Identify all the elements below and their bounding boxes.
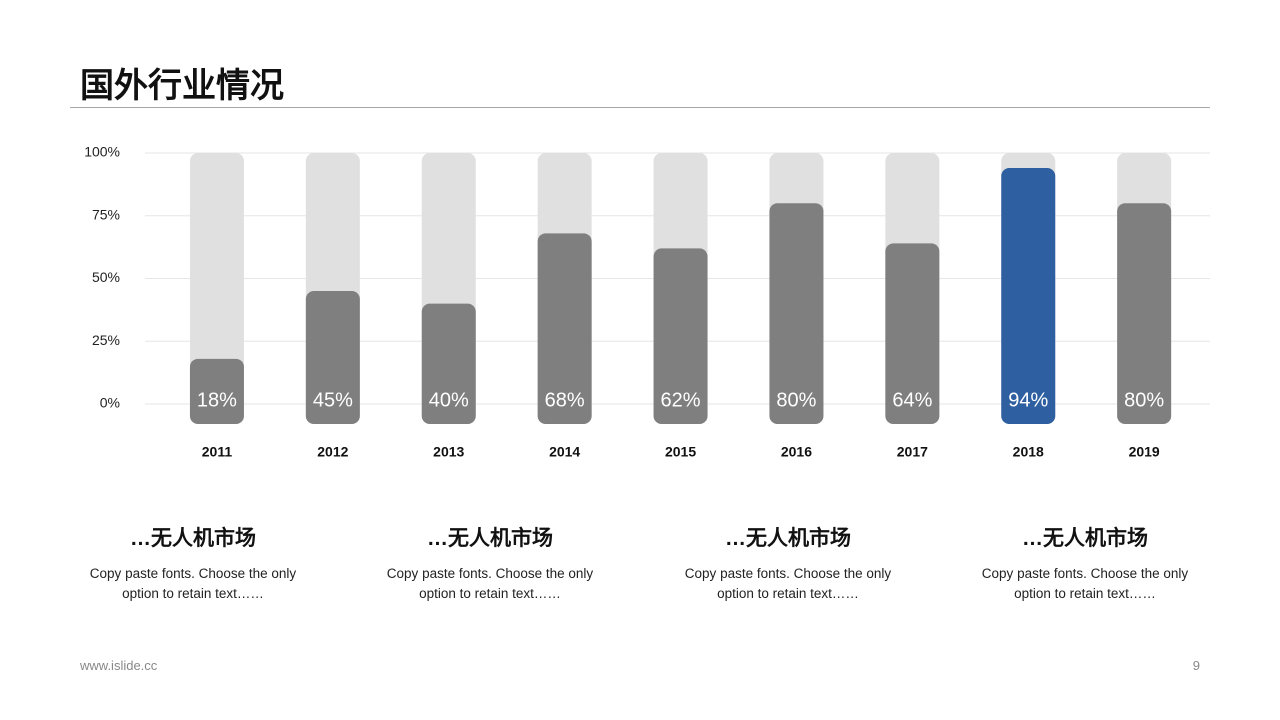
- x-tick-label: 2017: [897, 444, 928, 460]
- x-tick-label: 2014: [549, 444, 580, 460]
- value-label: 45%: [313, 389, 353, 411]
- value-label: 68%: [545, 389, 585, 411]
- card: …无人机市场 Copy paste fonts. Choose the only …: [965, 524, 1205, 604]
- card: …无人机市场 Copy paste fonts. Choose the only …: [668, 524, 908, 604]
- value-label: 40%: [429, 389, 469, 411]
- card-heading: …无人机市场: [725, 527, 851, 550]
- bar: [1001, 168, 1056, 424]
- card-heading: …无人机市场: [427, 527, 553, 550]
- x-tick-label: 2019: [1129, 444, 1160, 460]
- y-tick-label: 50%: [92, 269, 120, 285]
- slide-title: 国外行业情况: [80, 67, 284, 105]
- y-tick-label: 0%: [100, 395, 120, 411]
- bar: [769, 203, 824, 424]
- x-tick-label: 2015: [665, 444, 696, 460]
- card-heading: …无人机市场: [130, 527, 256, 550]
- bar: [421, 303, 476, 424]
- page-number: 9: [1192, 658, 1200, 673]
- x-tick-label: 2011: [202, 444, 233, 460]
- value-label: 94%: [1008, 389, 1048, 411]
- value-label: 18%: [197, 389, 237, 411]
- title-rule: [70, 107, 1210, 108]
- x-tick-label: 2013: [433, 444, 464, 460]
- card: …无人机市场 Copy paste fonts. Choose the only …: [73, 524, 313, 604]
- bar-track: [189, 153, 244, 424]
- y-tick-label: 100%: [84, 144, 120, 160]
- y-tick-label: 75%: [92, 206, 120, 222]
- card-text: Copy paste fonts. Choose the only option…: [981, 566, 1189, 601]
- card-heading: …无人机市场: [1022, 527, 1148, 550]
- bar: [189, 358, 244, 424]
- card: …无人机市场 Copy paste fonts. Choose the only …: [370, 524, 610, 604]
- card-text: Copy paste fonts. Choose the only option…: [89, 566, 297, 601]
- y-tick-label: 25%: [92, 332, 120, 348]
- x-tick-label: 2016: [781, 444, 812, 460]
- value-label: 80%: [776, 389, 816, 411]
- value-label: 64%: [892, 389, 932, 411]
- bar: [537, 233, 592, 424]
- card-text: Copy paste fonts. Choose the only option…: [386, 566, 594, 601]
- bar: [1117, 203, 1172, 424]
- bar: [305, 291, 360, 424]
- x-tick-label: 2012: [317, 444, 348, 460]
- value-label: 62%: [661, 389, 701, 411]
- x-tick-label: 2018: [1013, 444, 1044, 460]
- card-text: Copy paste fonts. Choose the only option…: [684, 566, 892, 601]
- footer-site: www.islide.cc: [80, 658, 158, 673]
- bar: [885, 243, 940, 424]
- value-label: 80%: [1124, 389, 1164, 411]
- bar: [653, 248, 708, 424]
